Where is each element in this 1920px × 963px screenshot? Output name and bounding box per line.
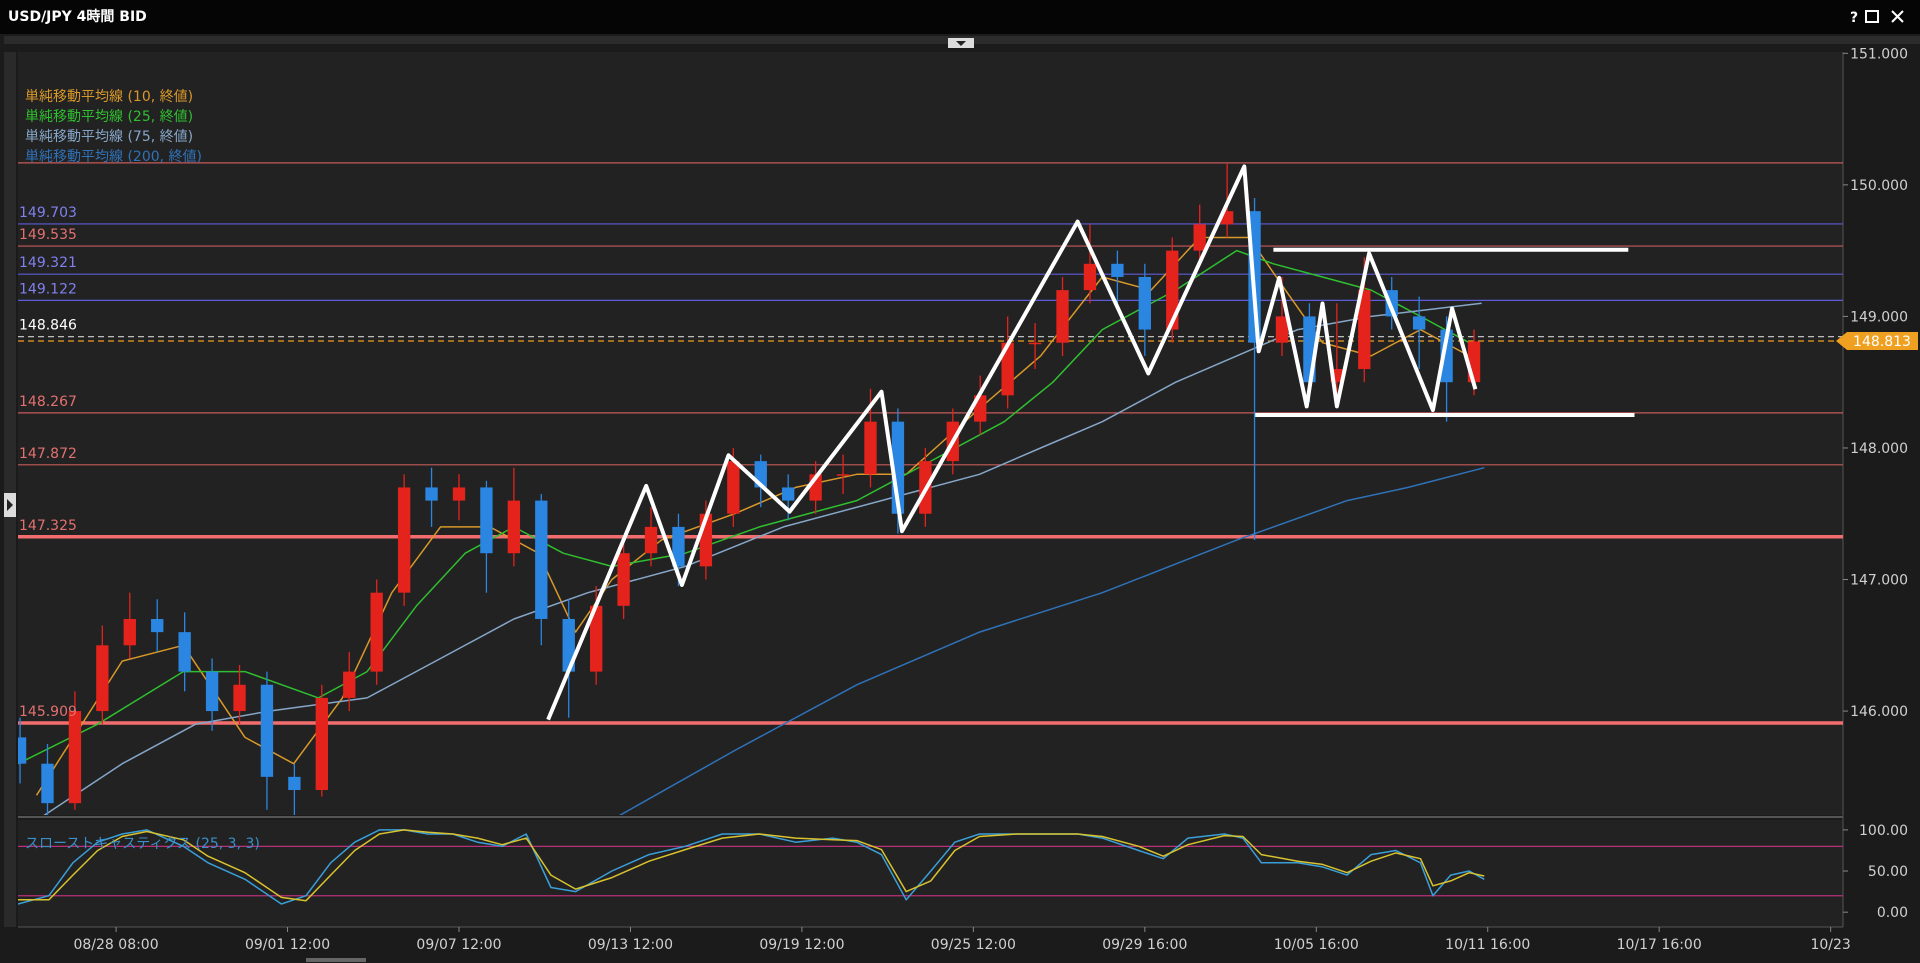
close-button[interactable] [1891, 10, 1904, 23]
candle-body [41, 763, 54, 804]
candle-body [68, 711, 82, 804]
help-button[interactable]: ? [1850, 10, 1858, 26]
x-tick-label: 09/25 12:00 [931, 937, 1016, 953]
main-plot [18, 162, 1843, 815]
candle-body [507, 500, 521, 554]
candle-body [178, 632, 191, 672]
scrollbar-thumb[interactable] [306, 958, 366, 962]
x-tick-label: 10/17 16:00 [1617, 937, 1702, 953]
legend-entry: 単純移動平均線 (25, 終値) [25, 109, 193, 125]
level-label: 149.321 [19, 255, 77, 271]
candle-body [1358, 290, 1371, 370]
stochastic-line [18, 829, 1485, 902]
x-tick-label: 10/05 16:00 [1274, 937, 1359, 953]
y-tick-label: 151.000 [1850, 46, 1908, 62]
candle-body [397, 487, 411, 593]
candle-body [644, 526, 658, 554]
candle-body [425, 487, 438, 501]
candle-body [1138, 276, 1151, 330]
candle-body [1001, 342, 1014, 396]
candle-body [864, 421, 877, 475]
candle-body [151, 618, 164, 633]
last-price-tag [1836, 332, 1918, 351]
y-tick-label: 147.000 [1850, 573, 1908, 589]
candle-body [589, 605, 603, 672]
candle-body [617, 553, 630, 606]
y-tick-label: 146.000 [1850, 704, 1908, 720]
toolbar-toggle[interactable] [948, 38, 974, 48]
moving-average-line [618, 466, 1485, 815]
trend-drawing [546, 164, 1478, 721]
candle-body [205, 671, 219, 712]
candle-body [1412, 316, 1426, 330]
level-label: 148.846 [19, 318, 77, 334]
candle-body [1083, 263, 1097, 291]
level-label: 148.267 [19, 394, 77, 410]
x-tick-label: 09/01 12:00 [245, 937, 330, 953]
candle-body [535, 500, 548, 619]
last-price-label: 148.813 [1853, 334, 1911, 350]
candle-body [1028, 342, 1042, 345]
legend-entry: 単純移動平均線 (200, 終値) [25, 149, 202, 165]
x-tick-label: 09/19 12:00 [759, 937, 844, 953]
y-tick-label: 50.00 [1868, 864, 1908, 880]
level-label: 147.325 [19, 518, 77, 534]
candle-body [1056, 290, 1069, 343]
candle-body [782, 487, 795, 501]
stochastic-line [18, 829, 1485, 905]
candle-body [1111, 263, 1124, 277]
candle-body [1193, 224, 1206, 251]
legend-entry: 単純移動平均線 (75, 終値) [25, 129, 193, 145]
candle-body [727, 461, 740, 514]
candle-body [836, 474, 850, 476]
window-title: USD/JPY 4時間 BID [8, 8, 147, 25]
candle-body [1275, 316, 1289, 343]
candle-body [288, 776, 301, 791]
main-plot-area [18, 52, 1843, 815]
x-tick-label: 09/13 12:00 [588, 937, 673, 953]
level-label: 145.909 [19, 704, 77, 720]
level-label: 147.872 [19, 446, 77, 462]
candle-body [480, 487, 493, 554]
x-tick-label: 09/29 16:00 [1102, 937, 1187, 953]
x-tick-label: 09/07 12:00 [416, 937, 501, 953]
candle-body [370, 592, 383, 672]
side-panel-toggle[interactable] [4, 493, 16, 517]
level-label: 149.122 [19, 281, 77, 297]
x-tick-label: 10/11 16:00 [1445, 937, 1530, 953]
level-label: 149.703 [19, 205, 77, 221]
candle-body [123, 618, 136, 646]
stochastic-plot [18, 829, 1843, 905]
x-tick-label: 08/28 08:00 [73, 937, 158, 953]
candle-body [233, 684, 246, 712]
y-tick-label: 100.00 [1859, 823, 1908, 839]
moving-average-line [18, 249, 1470, 765]
candle-body [1440, 329, 1453, 383]
title-bar [0, 0, 1920, 34]
side-panel [4, 52, 16, 927]
candle-body [260, 684, 274, 777]
candle-body [452, 487, 466, 501]
y-tick-label: 0.00 [1877, 905, 1908, 921]
y-tick-label: 149.000 [1850, 309, 1908, 325]
stochastic-plot-area [18, 820, 1843, 927]
stochastic-title: スローストキャスティクス (25, 3, 3) [25, 836, 260, 852]
level-label: 149.535 [19, 227, 77, 243]
candle-body [343, 671, 356, 698]
legend-entry: 単純移動平均線 (10, 終値) [25, 89, 193, 105]
candle-body [96, 645, 109, 712]
candle-body [1166, 250, 1179, 330]
candle-body [672, 526, 685, 567]
candle-body [18, 737, 27, 764]
x-tick-label: 10/23 [1810, 937, 1850, 953]
y-tick-label: 148.000 [1850, 441, 1908, 457]
candle-body [315, 697, 328, 791]
y-tick-label: 150.000 [1850, 178, 1908, 194]
restore-button[interactable] [1865, 10, 1879, 23]
